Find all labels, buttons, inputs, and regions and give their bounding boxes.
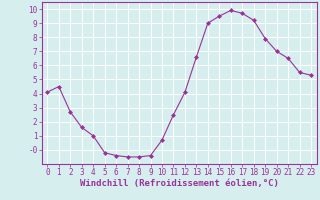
X-axis label: Windchill (Refroidissement éolien,°C): Windchill (Refroidissement éolien,°C) [80,179,279,188]
